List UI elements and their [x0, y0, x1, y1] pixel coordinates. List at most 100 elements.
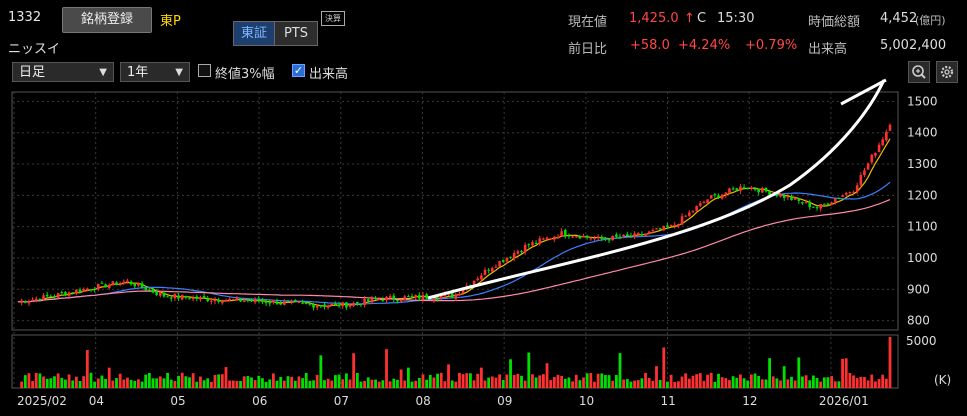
candle-body [436, 298, 439, 300]
candle-body [458, 293, 461, 296]
volume-bar [341, 379, 345, 388]
volume-bar [786, 379, 790, 388]
volume-bar [239, 381, 242, 388]
volume-bar [352, 353, 356, 388]
candle-body [790, 196, 793, 201]
candle-body [647, 231, 651, 234]
checkbox-3pct[interactable] [198, 64, 211, 77]
candle-body [235, 297, 239, 300]
candle-body [877, 144, 881, 153]
candle-body [549, 238, 552, 240]
candle-body [283, 301, 286, 305]
candle-body [272, 300, 275, 303]
volume-bar [490, 376, 494, 388]
chevron-down-icon: ▼ [99, 67, 107, 78]
candle-body [34, 298, 38, 301]
candle-body [392, 295, 396, 300]
candle-body [246, 299, 250, 301]
volume-bar [622, 379, 626, 388]
period-select[interactable]: 1年 ▼ [120, 62, 190, 82]
candle-body [516, 251, 520, 254]
candle-body [604, 238, 607, 240]
volume-bar [406, 367, 410, 388]
candle-body [600, 236, 604, 239]
volume-bar [107, 367, 111, 388]
candle-body [819, 203, 822, 209]
tab-tse[interactable]: 東証 [233, 21, 275, 46]
volume-bar [403, 380, 407, 388]
trend-curve [427, 79, 886, 300]
candle-body [746, 187, 750, 189]
candle-body [169, 297, 173, 299]
settings-button[interactable] [936, 61, 958, 83]
volume-bar [202, 380, 206, 388]
x-tick-label: 04 [89, 394, 104, 408]
candle-body [231, 299, 235, 301]
ma-mid-line [17, 181, 891, 305]
candle-body [735, 188, 739, 191]
price-tick-label: 1200 [907, 188, 938, 202]
candle-body [688, 212, 691, 216]
candle-body [45, 294, 49, 297]
volume-bar [20, 381, 24, 388]
volume-bar [250, 377, 253, 388]
volume-bar [811, 375, 815, 388]
tab-pts[interactable]: PTS [274, 21, 318, 46]
candle-body [89, 289, 93, 291]
candle-body [78, 289, 82, 292]
volume-bar [454, 381, 458, 388]
volume-bar [78, 381, 82, 388]
candle-body [162, 292, 166, 297]
candle-body [833, 198, 837, 202]
volume-bar [82, 376, 86, 388]
register-button[interactable]: 銘柄登録 [62, 7, 152, 33]
volume-bar [739, 374, 742, 388]
candle-body [418, 295, 421, 299]
candle-body [793, 197, 797, 200]
change-value: +58.0 [630, 38, 670, 53]
candle-body [326, 305, 330, 308]
zoom-button[interactable] [908, 61, 930, 83]
candle-body [341, 302, 345, 307]
candle-body [239, 298, 242, 302]
candle-body [450, 292, 454, 298]
candle-body [578, 236, 582, 239]
volume-bar [541, 374, 545, 388]
candle-body [626, 234, 629, 236]
volume-bar [582, 377, 585, 388]
volume-bar [545, 363, 549, 388]
volume-bar [34, 373, 38, 388]
volume-bar [330, 380, 334, 388]
candle-body [863, 170, 866, 176]
price-arrow-icon: ↑ [684, 11, 695, 26]
volume-bar [323, 380, 326, 388]
checkbox-volume[interactable]: ✓ [292, 64, 305, 77]
volume-bar [633, 380, 637, 388]
volume-bar [534, 377, 538, 388]
candle-body [728, 188, 731, 193]
candle-body [217, 300, 220, 302]
x-tick-label: 09 [497, 394, 512, 408]
candle-body [509, 256, 512, 258]
candle-body [370, 298, 374, 303]
volume-bar [797, 357, 801, 388]
volume-bar [209, 381, 213, 388]
candle-body [797, 198, 801, 201]
volume-bar [469, 373, 472, 388]
candle-body [304, 302, 308, 304]
volume-bar [779, 380, 782, 388]
candle-body [841, 195, 844, 197]
earnings-badge[interactable]: 決算 [321, 11, 345, 26]
volume-bar [115, 378, 118, 388]
volume-unit-label: (K) [934, 373, 951, 387]
candle-body [279, 303, 282, 305]
candle-body [830, 202, 833, 205]
x-tick-label: 07 [334, 394, 349, 408]
volume-bar [169, 379, 173, 388]
volume-bar [436, 373, 439, 388]
chart-type-select[interactable]: 日足 ▼ [12, 62, 114, 82]
volume-bar [841, 358, 844, 388]
volume-bar [852, 375, 855, 388]
candle-body [396, 300, 399, 302]
